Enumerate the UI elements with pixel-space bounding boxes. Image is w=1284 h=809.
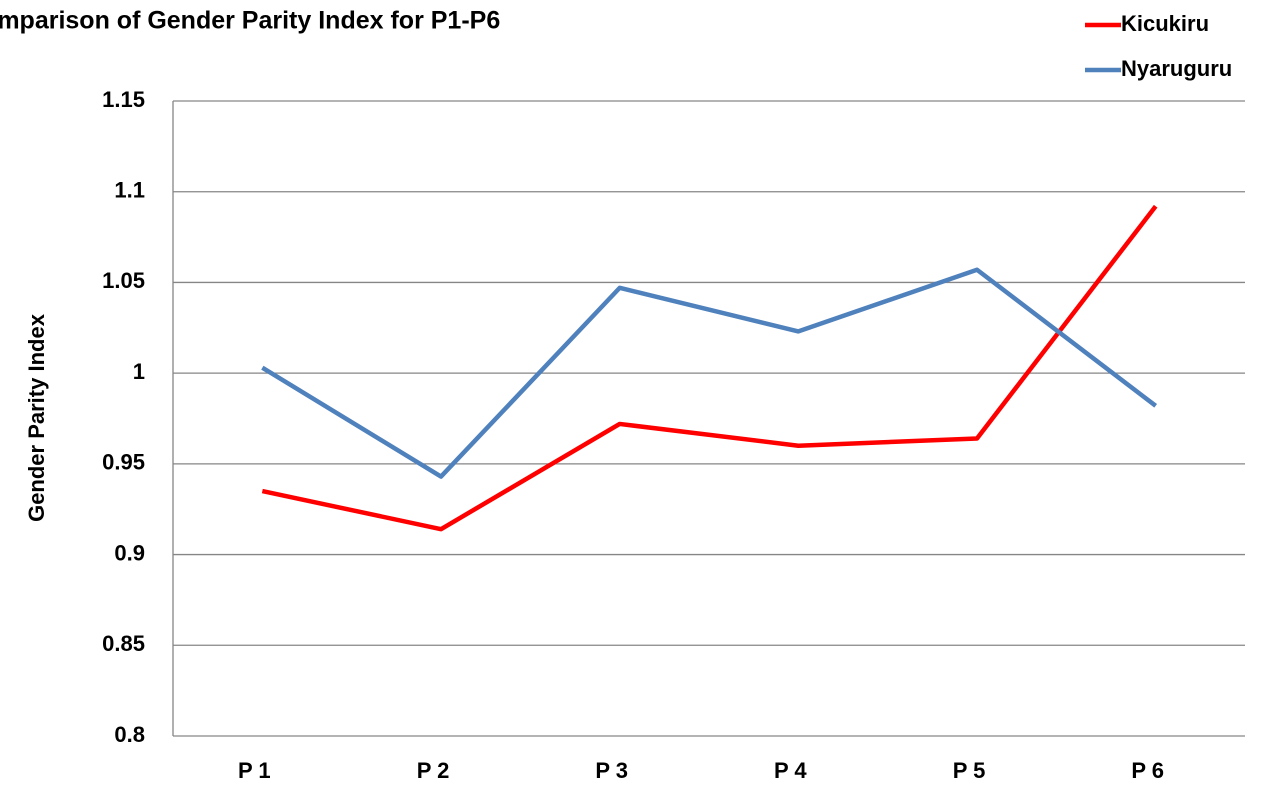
y-tick-label: 0.9 [114,540,145,565]
x-tick-label: P 4 [774,758,807,783]
y-tick-label: 0.95 [102,450,145,475]
chart-title: Comparison of Gender Parity Index for P1… [0,7,500,35]
legend-label: Nyaruguru [1121,56,1232,81]
series-line [261,204,1158,532]
y-tick-label: 0.85 [102,631,145,656]
x-tick-label: P 5 [953,758,986,783]
y-tick-label: 1.1 [114,178,145,203]
y-tick-label: 0.8 [114,722,145,747]
series-line [261,267,1158,479]
x-tick-label: P 3 [595,758,628,783]
legend-label: Kicukiru [1121,11,1209,36]
y-tick-label: 1 [133,359,145,384]
y-tick-label: 1.05 [102,268,145,293]
x-tick-label: P 6 [1131,758,1164,783]
y-tick-label: 1.15 [102,87,145,112]
x-tick-label: P 2 [417,758,450,783]
y-axis-label: Gender Parity Index [24,313,49,522]
x-tick-label: P 1 [238,758,271,783]
